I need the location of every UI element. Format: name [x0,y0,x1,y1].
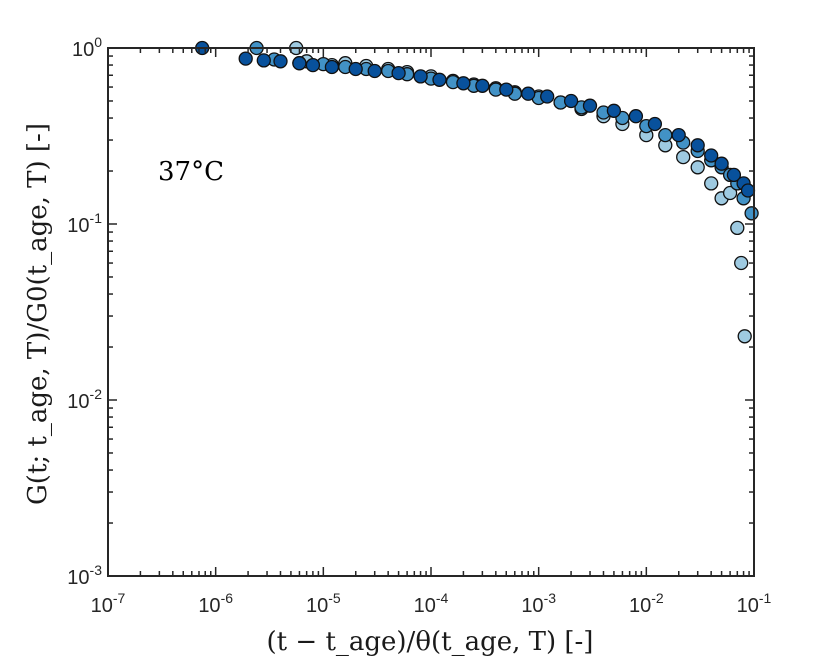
tick-labels: 10-7 10-6 10-5 10-4 10-3 10-2 10-1 10-3 10-2 10-1… [67,34,771,617]
data-point [582,98,598,113]
data-point [606,103,622,118]
data-point [391,65,406,81]
data-point [676,149,691,165]
y-tick-label: 10-3 [67,562,102,589]
data-point [540,89,555,104]
data-point [740,183,756,198]
data-point [722,185,738,201]
data-point [348,61,363,77]
data-point [475,78,490,93]
data-point [273,54,288,69]
data-point [305,57,321,73]
data-point [456,76,471,91]
data-point [367,63,382,79]
data-point [413,69,428,84]
data-point [628,109,644,124]
data-point [704,148,719,163]
x-axis-label: (t − t_age)/θ(t_age, T) [-] [267,627,594,657]
data-point [704,176,719,191]
x-tick-label: 10-6 [198,590,233,617]
y-axis-label: G(t; t_age, T)/G0(t_age, T) [-] [23,123,53,505]
data-point [734,255,749,271]
data-point [744,206,759,221]
data-point [726,167,742,183]
data-point [647,116,663,132]
x-tick-label: 10-5 [306,590,341,617]
data-point [690,160,705,175]
data-point [238,51,253,66]
data-point [658,127,673,143]
data-point [563,93,579,109]
data-point [292,56,307,71]
data-point [432,72,447,87]
x-tick-label: 10-3 [521,590,556,617]
x-tick-label: 10-7 [91,590,126,617]
data-points [195,40,759,344]
y-tick-label: 10-1 [67,210,102,237]
data-point [521,86,536,101]
axis-ticks [107,47,755,577]
data-point [737,329,752,344]
data-point [671,127,686,143]
x-tick-label: 10-4 [414,590,449,617]
data-point [730,220,745,236]
annotation-temperature: 37°C [158,157,224,187]
data-point [324,59,340,75]
y-tick-label: 10-2 [67,386,102,413]
data-point [499,82,514,97]
x-tick-label: 10-2 [629,590,664,617]
x-tick-label: 10-1 [737,590,772,617]
data-point [690,138,705,153]
data-point [714,156,729,171]
data-point [256,53,271,68]
y-tick-label: 100 [72,34,102,61]
